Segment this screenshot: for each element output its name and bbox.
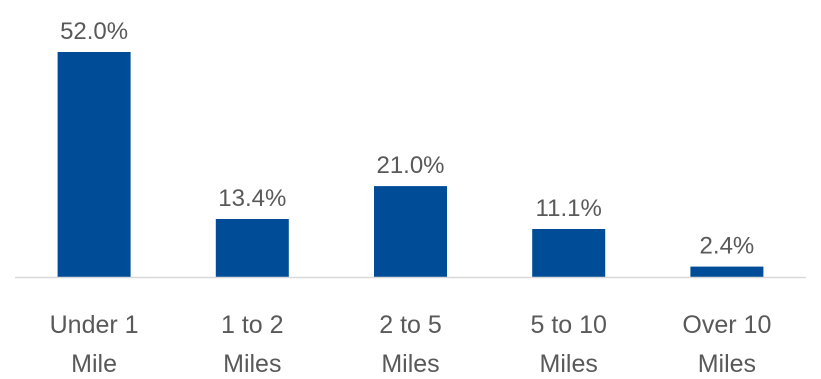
value-labels-group: 52.0% 13.4% 21.0% 11.1% 2.4% (60, 18, 754, 260)
category-label-2-line-1: Miles (381, 350, 439, 378)
bar-3 (532, 229, 606, 277)
category-label-0-line-0: Under 1 (50, 311, 139, 339)
category-label-3-line-0: 5 to 10 (530, 311, 606, 339)
category-labels-group: Under 1 Mile 1 to 2 Miles 2 to 5 Miles 5 to 10… (50, 311, 772, 378)
value-label-1: 13.4% (218, 185, 286, 212)
category-label-3-line-1: Miles (540, 350, 598, 378)
bar-1 (215, 219, 289, 277)
category-label-2-line-0: 2 to 5 (379, 311, 442, 339)
category-label-0-line-1: Mile (71, 350, 117, 378)
bar-0 (57, 52, 131, 277)
value-label-2: 21.0% (376, 152, 444, 179)
value-label-4: 2.4% (700, 233, 755, 260)
category-label-4-line-0: Over 10 (682, 311, 771, 339)
value-label-0: 52.0% (60, 18, 128, 45)
category-label-4-line-1: Miles (698, 350, 756, 378)
bar-2 (374, 186, 447, 277)
value-label-3: 11.1% (536, 195, 602, 222)
bar-4 (690, 266, 764, 277)
category-label-1-line-1: Miles (223, 350, 281, 378)
bars-group (57, 52, 764, 277)
category-label-1-line-0: 1 to 2 (221, 311, 284, 339)
